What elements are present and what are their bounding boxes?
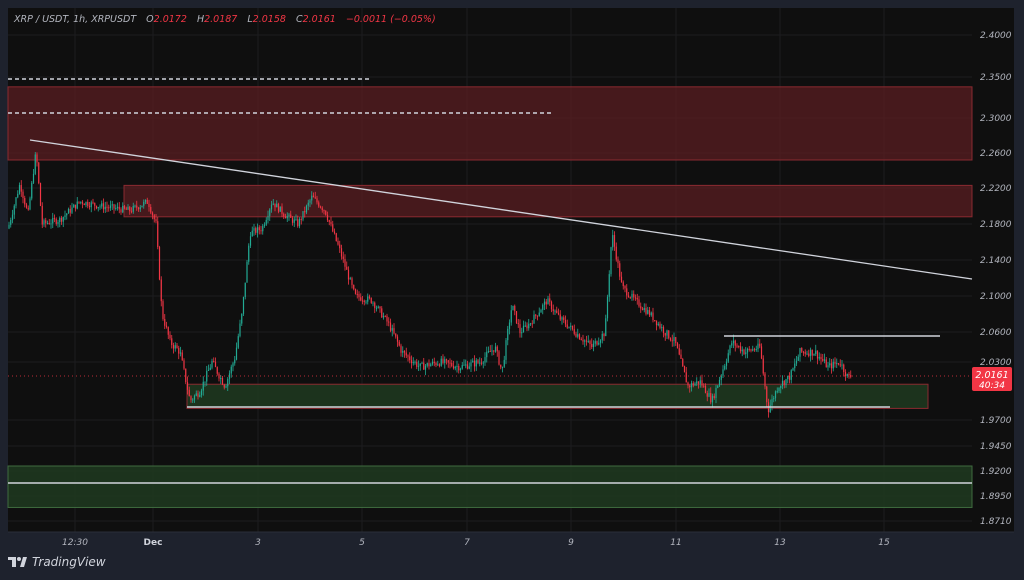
- svg-text:2.2600: 2.2600: [980, 149, 1012, 159]
- svg-text:9: 9: [568, 538, 574, 548]
- svg-text:5: 5: [359, 538, 365, 548]
- svg-text:1.9200: 1.9200: [980, 467, 1012, 477]
- change-value: −0.0011 (−0.05%): [345, 14, 436, 25]
- demand-zone[interactable]: [7, 465, 973, 508]
- tradingview-logo-icon: [8, 557, 27, 567]
- svg-text:2.3500: 2.3500: [980, 73, 1012, 83]
- svg-text:2.0161: 2.0161: [975, 370, 1008, 381]
- close-value: 2.0161: [302, 14, 336, 25]
- supply-zone[interactable]: [7, 86, 973, 161]
- brand-name: TradingView: [32, 555, 106, 569]
- supply-zone[interactable]: [123, 184, 973, 218]
- time-axis[interactable]: 12:30 Dec 3 5 7 9 11 13 15: [8, 531, 1014, 548]
- drawn-lines: [8, 78, 973, 484]
- svg-text:2.0600: 2.0600: [980, 328, 1012, 338]
- low-value: 2.0158: [252, 14, 286, 25]
- svg-text:2.1400: 2.1400: [980, 256, 1012, 266]
- svg-text:2.1000: 2.1000: [980, 292, 1012, 302]
- svg-text:2.0300: 2.0300: [980, 358, 1012, 368]
- trendline-line[interactable]: [29, 139, 973, 280]
- svg-text:15: 15: [878, 538, 890, 548]
- svg-text:1.9450: 1.9450: [980, 442, 1012, 452]
- svg-text:1.8710: 1.8710: [980, 517, 1012, 527]
- svg-text:2.1800: 2.1800: [980, 220, 1012, 230]
- svg-text:11: 11: [670, 538, 681, 548]
- svg-text:40:34: 40:34: [979, 381, 1005, 391]
- open-value: 2.0172: [153, 14, 187, 25]
- price-axis[interactable]: 2.4000 2.3500 2.3000 2.2600 2.2200 2.1800 2.14…: [980, 31, 1012, 527]
- zones: [7, 86, 973, 508]
- svg-text:3: 3: [255, 538, 261, 548]
- svg-text:12:30: 12:30: [62, 538, 88, 548]
- svg-text:2.3000: 2.3000: [980, 114, 1012, 124]
- candles: [8, 151, 852, 418]
- demand-zone[interactable]: [186, 383, 929, 409]
- svg-text:Dec: Dec: [144, 538, 163, 548]
- ohlc-legend: XRP / USDT, 1h, XRPUSDT O2.0172 H2.0187 …: [14, 14, 436, 25]
- svg-text:1.9700: 1.9700: [980, 416, 1012, 426]
- svg-text:2.4000: 2.4000: [980, 31, 1012, 41]
- svg-text:13: 13: [774, 538, 786, 548]
- symbol-label[interactable]: XRP / USDT, 1h, XRPUSDT: [14, 14, 137, 25]
- svg-text:1.8950: 1.8950: [980, 492, 1012, 502]
- svg-text:7: 7: [464, 538, 470, 548]
- high-value: 2.0187: [204, 14, 238, 25]
- footer-branding[interactable]: TradingView: [8, 555, 106, 569]
- svg-text:2.2200: 2.2200: [980, 184, 1012, 194]
